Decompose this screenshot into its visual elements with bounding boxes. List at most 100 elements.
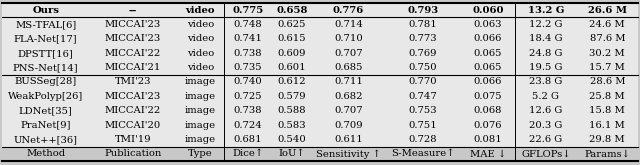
Text: 0.583: 0.583 [277,121,306,130]
Bar [2,3,638,147]
Text: 0.710: 0.710 [334,34,363,43]
Text: 0.770: 0.770 [409,78,437,86]
Text: 0.075: 0.075 [474,92,502,101]
Text: IoU↑: IoU↑ [278,149,305,158]
Text: 15.8 M: 15.8 M [589,106,625,115]
Text: 0.793: 0.793 [407,6,438,15]
Text: 0.781: 0.781 [408,20,437,29]
Text: MICCAI'20: MICCAI'20 [105,121,161,130]
Text: MICCAI'23: MICCAI'23 [105,34,161,43]
Text: 0.068: 0.068 [474,106,502,115]
Text: 0.066: 0.066 [474,78,502,86]
Text: 0.753: 0.753 [409,106,437,115]
Text: 0.540: 0.540 [277,135,306,144]
Text: image: image [185,135,216,144]
Text: 0.060: 0.060 [472,6,504,15]
Text: 0.735: 0.735 [234,63,262,72]
Text: MICCAI'22: MICCAI'22 [105,106,161,115]
Text: 0.609: 0.609 [278,49,306,58]
Text: UNet++[36]: UNet++[36] [13,135,77,144]
Text: 0.751: 0.751 [408,121,437,130]
Text: 0.681: 0.681 [234,135,262,144]
Text: 0.707: 0.707 [334,49,363,58]
Text: 0.065: 0.065 [474,63,502,72]
Text: 0.738: 0.738 [234,106,262,115]
Text: MAE ↓: MAE ↓ [470,149,506,158]
Text: 23.8 G: 23.8 G [529,78,563,86]
Text: video: video [187,20,214,29]
Text: FLA-Net[17]: FLA-Net[17] [14,34,77,43]
Text: 0.738: 0.738 [234,49,262,58]
Text: LDNet[35]: LDNet[35] [19,106,72,115]
Text: 0.724: 0.724 [234,121,262,130]
Text: 0.625: 0.625 [278,20,306,29]
Text: video: video [187,63,214,72]
Text: 29.8 M: 29.8 M [589,135,625,144]
Text: PNS-Net[14]: PNS-Net[14] [13,63,79,72]
Text: 0.601: 0.601 [277,63,306,72]
Text: 0.579: 0.579 [277,92,306,101]
Text: 0.748: 0.748 [234,20,262,29]
Text: 15.7 M: 15.7 M [589,63,625,72]
Text: TMI'23: TMI'23 [115,78,151,86]
Text: 20.3 G: 20.3 G [529,121,563,130]
Text: S-Measure↑: S-Measure↑ [391,149,455,158]
Text: 0.747: 0.747 [408,92,437,101]
Text: MICCAI'22: MICCAI'22 [105,49,161,58]
Text: 0.076: 0.076 [474,121,502,130]
Text: 22.6 G: 22.6 G [529,135,563,144]
Text: 0.728: 0.728 [409,135,437,144]
Text: GFLOPs↓: GFLOPs↓ [521,149,571,158]
Text: MS-TFAL[6]: MS-TFAL[6] [15,20,76,29]
Text: 87.6 M: 87.6 M [589,34,625,43]
Text: --: -- [129,6,137,15]
Text: 28.6 M: 28.6 M [589,78,625,86]
Text: 12.6 G: 12.6 G [529,106,563,115]
Text: 0.773: 0.773 [409,34,437,43]
Text: 0.709: 0.709 [334,121,363,130]
Text: 0.775: 0.775 [232,6,264,15]
Text: 0.714: 0.714 [334,20,363,29]
Text: Method: Method [26,149,65,158]
Text: Sensitivity ↑: Sensitivity ↑ [316,149,381,159]
Text: image: image [185,78,216,86]
Text: 0.725: 0.725 [234,92,262,101]
Text: video: video [186,6,215,15]
Text: 26.6 M: 26.6 M [588,6,627,15]
Text: Publication: Publication [104,149,161,158]
Text: 5.2 G: 5.2 G [532,92,559,101]
Text: 30.2 M: 30.2 M [589,49,625,58]
Text: 0.081: 0.081 [474,135,502,144]
Text: 0.588: 0.588 [277,106,306,115]
Text: 0.741: 0.741 [234,34,262,43]
Text: 13.2 G: 13.2 G [527,6,564,15]
Text: 0.612: 0.612 [277,78,306,86]
Text: MICCAI'23: MICCAI'23 [105,92,161,101]
Text: 0.776: 0.776 [333,6,364,15]
Text: WeakPolyp[26]: WeakPolyp[26] [8,92,83,101]
Text: 0.615: 0.615 [277,34,306,43]
Text: Type: Type [188,149,212,158]
Text: 24.8 G: 24.8 G [529,49,563,58]
Text: image: image [185,121,216,130]
Text: Dice↑: Dice↑ [232,149,264,158]
Text: PraNet[9]: PraNet[9] [20,121,71,130]
Text: image: image [185,92,216,101]
Text: 25.8 M: 25.8 M [589,92,625,101]
Text: Ours: Ours [32,6,59,15]
Text: 16.1 M: 16.1 M [589,121,625,130]
Text: 0.750: 0.750 [409,63,437,72]
Text: 0.066: 0.066 [474,34,502,43]
Text: 0.611: 0.611 [334,135,363,144]
Text: 18.4 G: 18.4 G [529,34,563,43]
Text: 0.711: 0.711 [334,78,363,86]
Text: 0.658: 0.658 [276,6,307,15]
Text: 0.065: 0.065 [474,49,502,58]
Text: DPSTT[16]: DPSTT[16] [18,49,74,58]
Text: BUSSeg[28]: BUSSeg[28] [15,78,77,86]
Text: 0.769: 0.769 [409,49,437,58]
Text: 19.5 G: 19.5 G [529,63,563,72]
Text: Params↓: Params↓ [584,149,630,158]
Text: video: video [187,34,214,43]
Text: 0.740: 0.740 [234,78,262,86]
